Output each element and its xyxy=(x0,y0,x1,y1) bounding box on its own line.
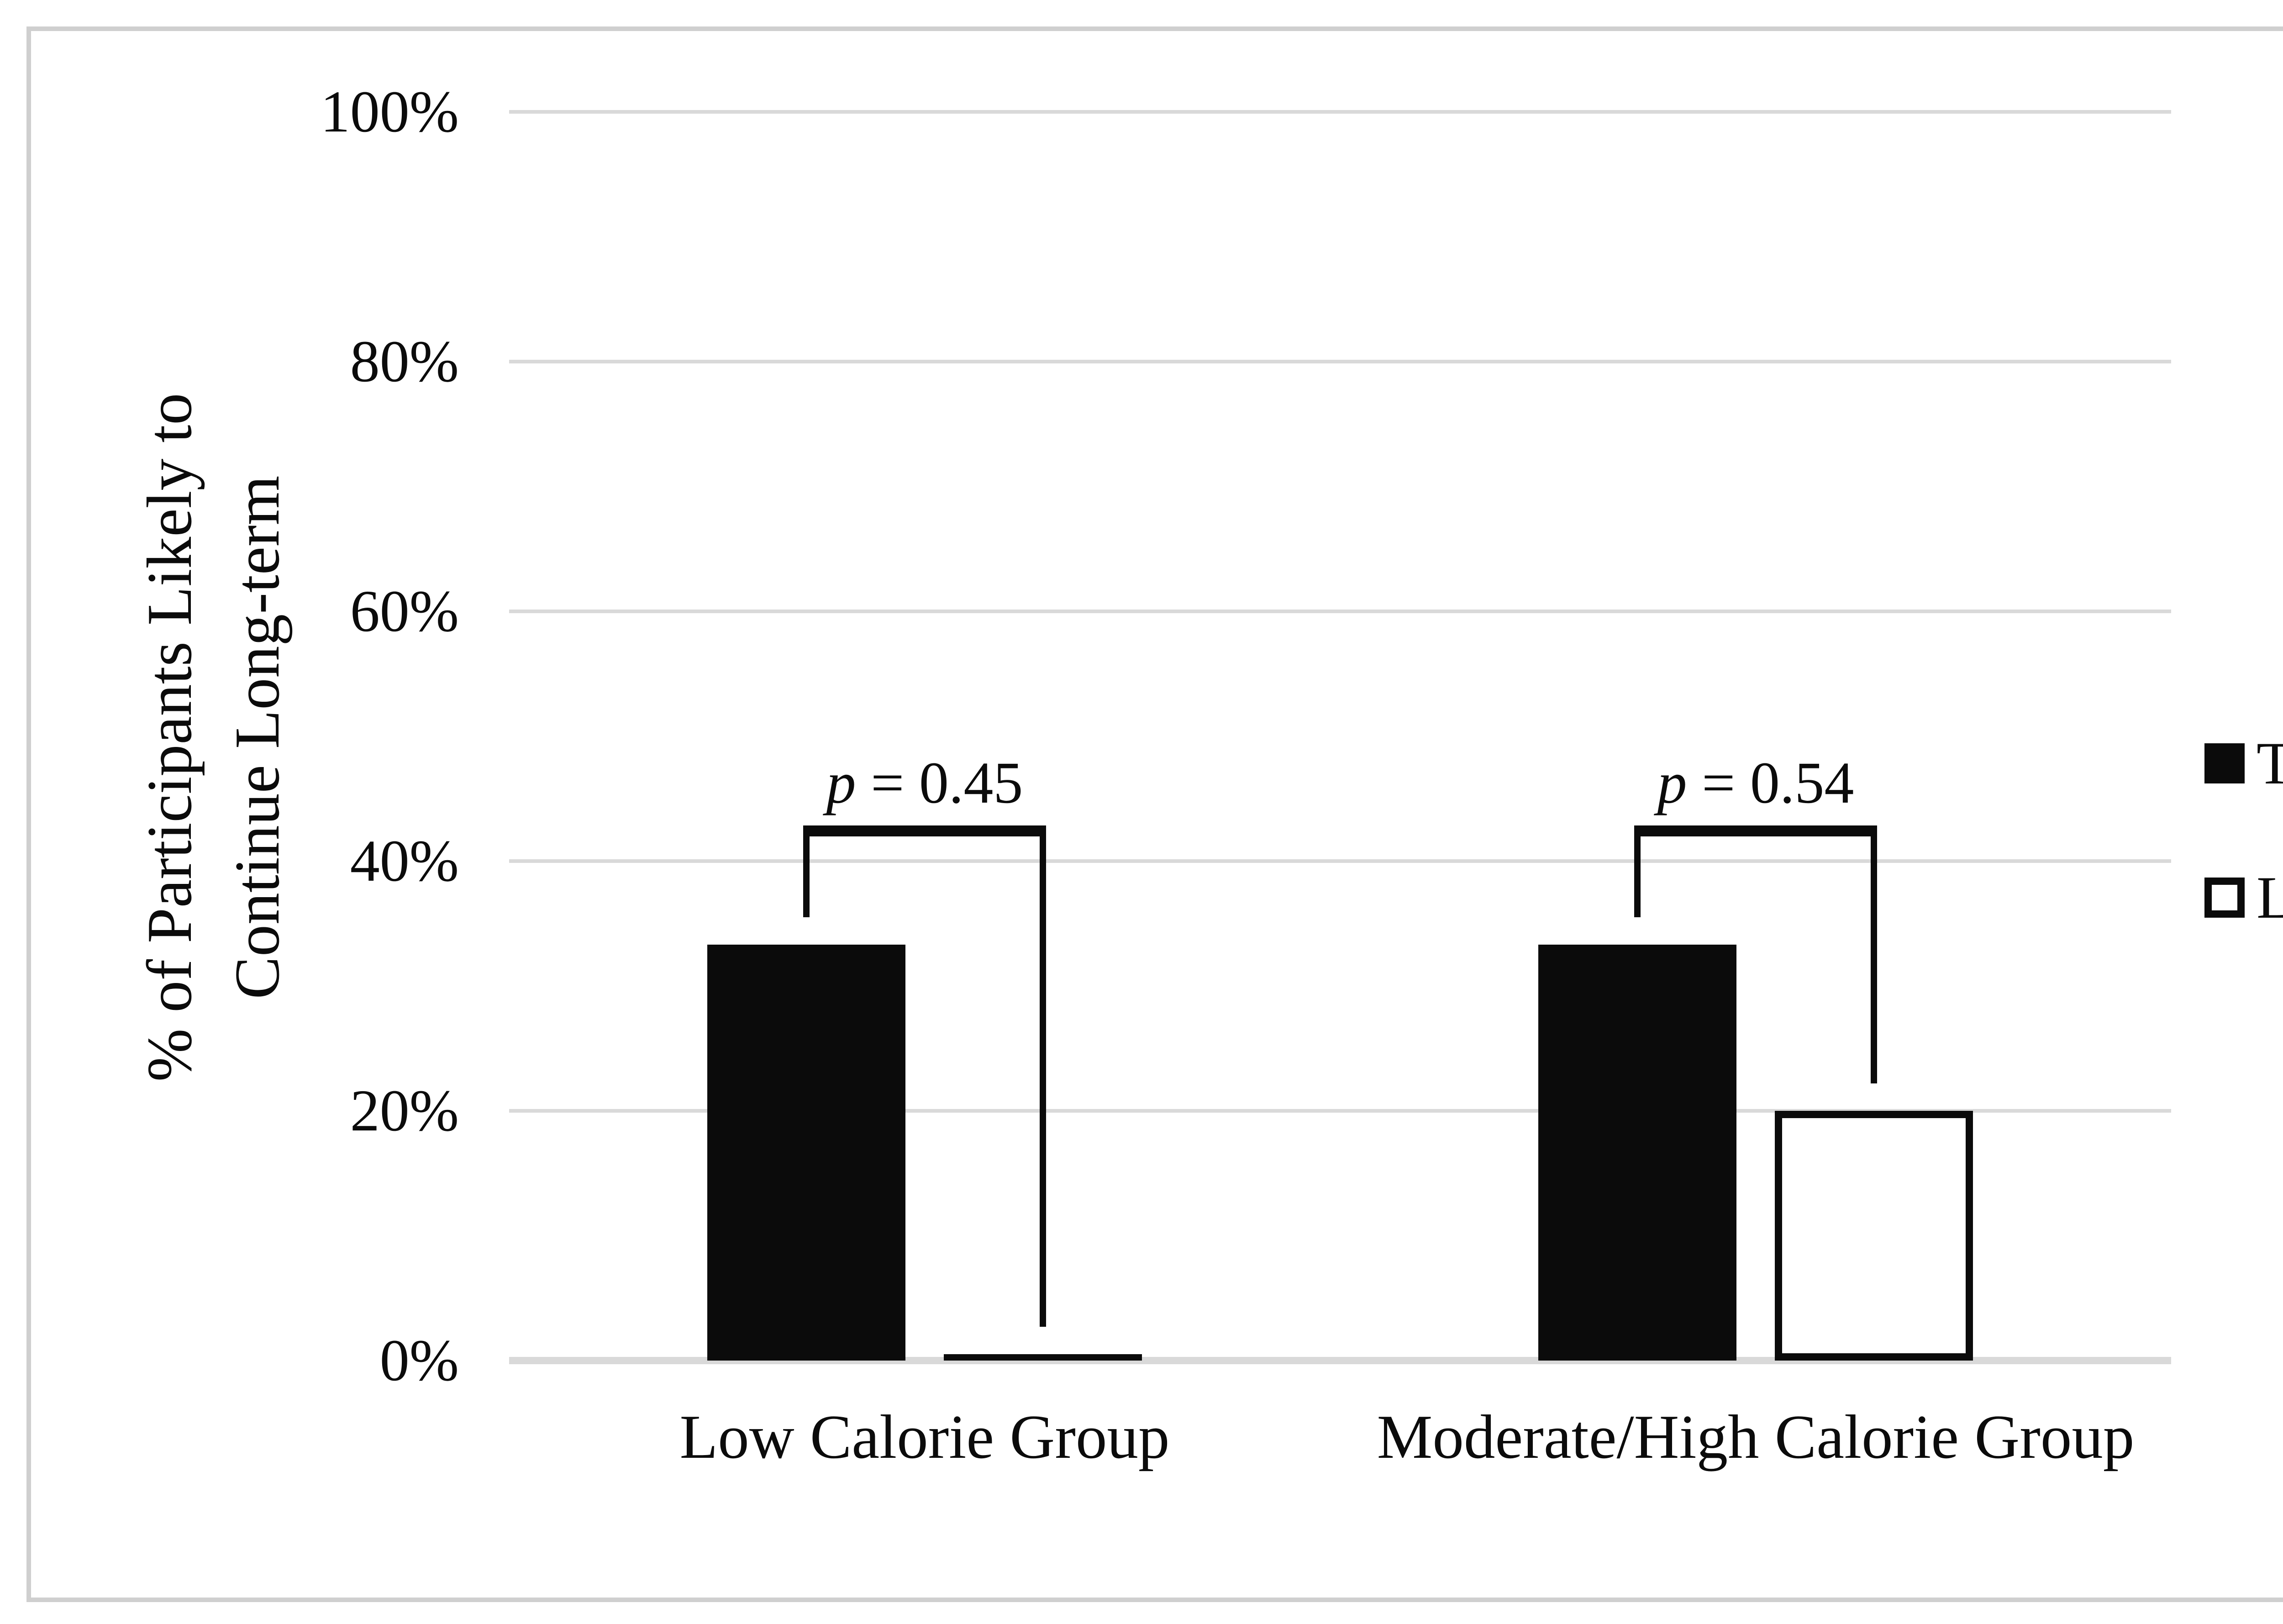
bracket-top-bar xyxy=(1634,825,1877,836)
legend-item-typical-sodium: Typical Sodium xyxy=(2204,733,2283,794)
x-axis-label: Moderate/High Calorie Group xyxy=(1377,1402,2135,1472)
y-tick-label: 100% xyxy=(320,79,459,145)
legend-swatch-outlined-icon xyxy=(2204,878,2245,918)
bracket-arm xyxy=(1634,836,1641,918)
x-axis-baseline xyxy=(509,1357,2171,1364)
p-value-text: = 0.45 xyxy=(856,750,1023,816)
gridline xyxy=(509,610,2171,613)
p-value-label: p = 0.45 xyxy=(826,749,1023,817)
legend-swatch-filled-icon xyxy=(2204,743,2245,783)
gridline xyxy=(509,110,2171,114)
gridline xyxy=(509,360,2171,363)
bracket-top-bar xyxy=(803,825,1046,836)
legend-label: Low Sodium xyxy=(2257,864,2283,931)
bracket-arm xyxy=(1871,836,1877,1083)
p-value-text: = 0.54 xyxy=(1687,750,1854,816)
x-axis-label: Low Calorie Group xyxy=(679,1402,1170,1472)
y-axis-title: % of Participants Likely to Continue Lon… xyxy=(126,393,301,1082)
y-axis-title-line1: % of Participants Likely to xyxy=(134,393,205,1082)
chart-outer-border xyxy=(26,26,2283,1602)
p-symbol: p xyxy=(826,750,856,816)
y-tick-label: 60% xyxy=(350,578,459,644)
p-value-label: p = 0.54 xyxy=(1657,749,1854,817)
gridline xyxy=(509,859,2171,863)
y-axis-title-line2: Continue Long-term xyxy=(222,475,293,999)
bracket-arm xyxy=(803,836,810,918)
bar-low-sodium xyxy=(1775,1111,1973,1361)
legend-label: Typical Sodium xyxy=(2257,730,2283,797)
y-tick-label: 80% xyxy=(350,329,459,394)
bar-typical-sodium xyxy=(707,945,905,1361)
y-tick-label: 40% xyxy=(350,828,459,894)
bar-low-sodium xyxy=(944,1354,1142,1361)
y-tick-label: 20% xyxy=(350,1078,459,1144)
legend: Typical Sodium Low Sodium xyxy=(2204,733,2283,1002)
bar-typical-sodium xyxy=(1538,945,1736,1361)
bracket-arm xyxy=(1040,836,1046,1327)
legend-item-low-sodium: Low Sodium xyxy=(2204,867,2283,928)
p-symbol: p xyxy=(1657,750,1687,816)
gridline xyxy=(509,1109,2171,1113)
y-tick-label: 0% xyxy=(379,1328,459,1393)
